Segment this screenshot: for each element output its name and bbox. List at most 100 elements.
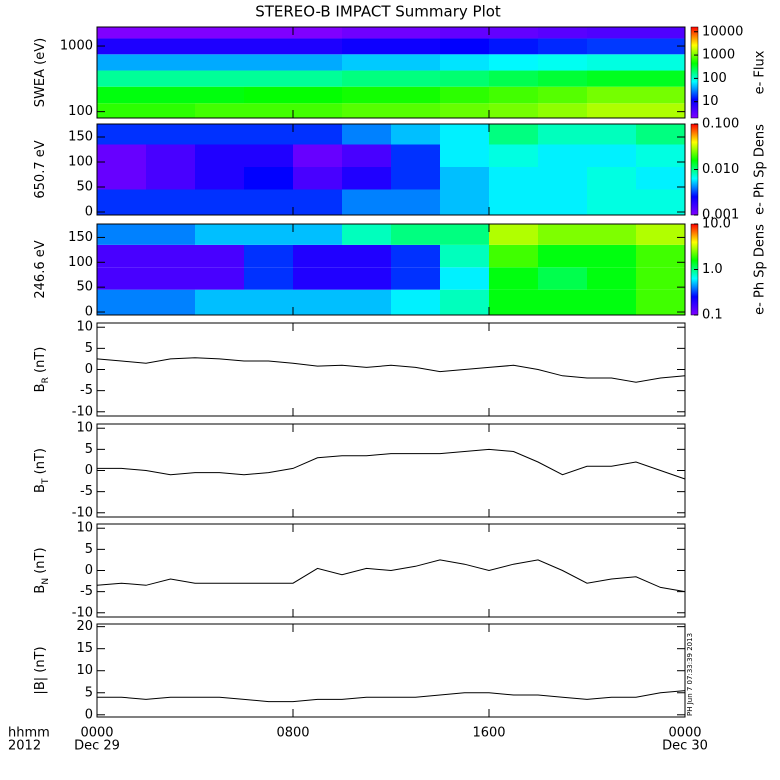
heatmap-cell <box>195 189 244 215</box>
heatmap-cell <box>342 189 391 215</box>
y-axis-label-main: B <box>33 484 48 493</box>
heatmap-cell <box>342 70 391 87</box>
heatmap-cell <box>146 86 195 104</box>
heatmap-cell <box>391 38 440 55</box>
colorbar-label: e- Ph Sp Dens <box>753 224 768 315</box>
heatmap-cell <box>538 70 587 87</box>
heatmap-cell <box>587 27 636 39</box>
heatmap-cell <box>538 167 587 190</box>
heatmap-cell <box>342 124 391 145</box>
colorbar-tick-label: 0.001 <box>702 208 739 223</box>
y-tick-label: 100 <box>68 155 93 170</box>
colorbar-tick-label: 10.0 <box>702 217 731 232</box>
heatmap-cell <box>195 244 244 268</box>
heatmap-cell <box>293 86 342 104</box>
heatmap-cell <box>440 289 489 315</box>
heatmap-cell <box>440 224 489 245</box>
y-axis-label-unit: (nT) <box>33 347 48 373</box>
heatmap-cell <box>97 70 146 87</box>
heatmap-cell <box>391 267 440 290</box>
heatmap-cell <box>293 54 342 71</box>
y-tick-label: 5 <box>85 442 93 457</box>
heatmap-cell <box>97 38 146 55</box>
heatmap-cell <box>342 86 391 104</box>
colorbar-tick-label: 1.0 <box>702 262 723 277</box>
heatmap-cell <box>538 289 587 315</box>
heatmap-cell <box>440 27 489 39</box>
heatmap-cell <box>293 27 342 39</box>
heatmap-cell <box>391 224 440 245</box>
heatmap-cell <box>489 144 538 167</box>
heatmap-cell <box>195 289 244 315</box>
heatmap-cell <box>97 244 146 268</box>
heatmap-cell <box>391 103 440 118</box>
heatmap-cell <box>587 86 636 104</box>
heatmap-cell <box>146 189 195 215</box>
colorbar-label: e- Flux <box>753 50 768 94</box>
heatmap-cell <box>587 124 636 145</box>
y-axis-label-main: B <box>33 383 48 392</box>
heatmap-cell <box>244 27 293 39</box>
heatmap-cell <box>636 124 685 145</box>
end-date: Dec 30 <box>662 739 708 754</box>
heatmap-cell <box>587 189 636 215</box>
heatmap-cell <box>440 103 489 118</box>
heatmap-cell <box>342 289 391 315</box>
heatmap-cell <box>146 267 195 290</box>
heatmap-cell <box>244 144 293 167</box>
heatmap-cell <box>489 54 538 71</box>
heatmap-cell <box>146 70 195 87</box>
heatmap-cell <box>391 189 440 215</box>
colorbar-tick-label: 1000 <box>702 48 735 63</box>
y-axis-label: BT (nT) <box>33 448 51 493</box>
y-tick-label: 10 <box>76 421 93 436</box>
y-tick-label: 0 <box>85 707 93 722</box>
heatmap-cell <box>636 54 685 71</box>
y-axis-label: SWEA (eV) <box>33 38 48 107</box>
heatmap-cell <box>489 244 538 268</box>
heatmap-cell <box>244 224 293 245</box>
heatmap-cell <box>195 103 244 118</box>
heatmap-cell <box>293 103 342 118</box>
heatmap-cell <box>293 244 342 268</box>
y-tick-label: -5 <box>80 584 93 599</box>
heatmap-cell <box>293 224 342 245</box>
heatmap-cell <box>636 86 685 104</box>
heatmap-cell <box>97 189 146 215</box>
heatmap-cell <box>244 54 293 71</box>
heatmap-cell <box>440 144 489 167</box>
time-format-label: hhmm <box>8 726 50 741</box>
heatmap-cell <box>342 144 391 167</box>
y-tick-label: 5 <box>85 542 93 557</box>
heatmap-cell <box>342 267 391 290</box>
y-axis-label: 650.7 eV <box>33 140 48 198</box>
heatmap-cell <box>489 267 538 290</box>
heatmap-cell <box>636 70 685 87</box>
y-axis-label: |B| (nT) <box>33 646 48 694</box>
heatmap-cell <box>587 289 636 315</box>
heatmap-cell <box>97 267 146 290</box>
heatmap-cell <box>587 144 636 167</box>
heatmap-cell <box>146 54 195 71</box>
panel-frame <box>96 423 686 518</box>
data-line <box>96 559 686 593</box>
heatmap-cell <box>636 224 685 245</box>
heatmap-cell <box>97 289 146 315</box>
colorbar-tick-label: 0.1 <box>702 308 723 323</box>
heatmap-cell <box>538 54 587 71</box>
heatmap-cell <box>391 289 440 315</box>
heatmap-cell <box>195 86 244 104</box>
colorbar-tick-label: 10 <box>702 94 719 109</box>
heatmap-cell <box>489 124 538 145</box>
heatmap-cell <box>195 38 244 55</box>
heatmap-cell <box>636 103 685 118</box>
colorbar-tick-label: 100 <box>702 71 727 86</box>
y-tick-label: 10 <box>76 320 93 335</box>
heatmap-cell <box>489 86 538 104</box>
heatmap-cell <box>244 267 293 290</box>
heatmap-cell <box>195 54 244 71</box>
heatmap-cell <box>342 54 391 71</box>
y-tick-label: -5 <box>80 383 93 398</box>
x-tick-label: 0000 <box>668 726 701 741</box>
